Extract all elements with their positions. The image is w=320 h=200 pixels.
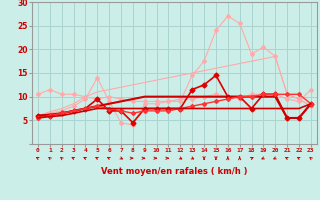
X-axis label: Vent moyen/en rafales ( km/h ): Vent moyen/en rafales ( km/h ) [101,167,248,176]
